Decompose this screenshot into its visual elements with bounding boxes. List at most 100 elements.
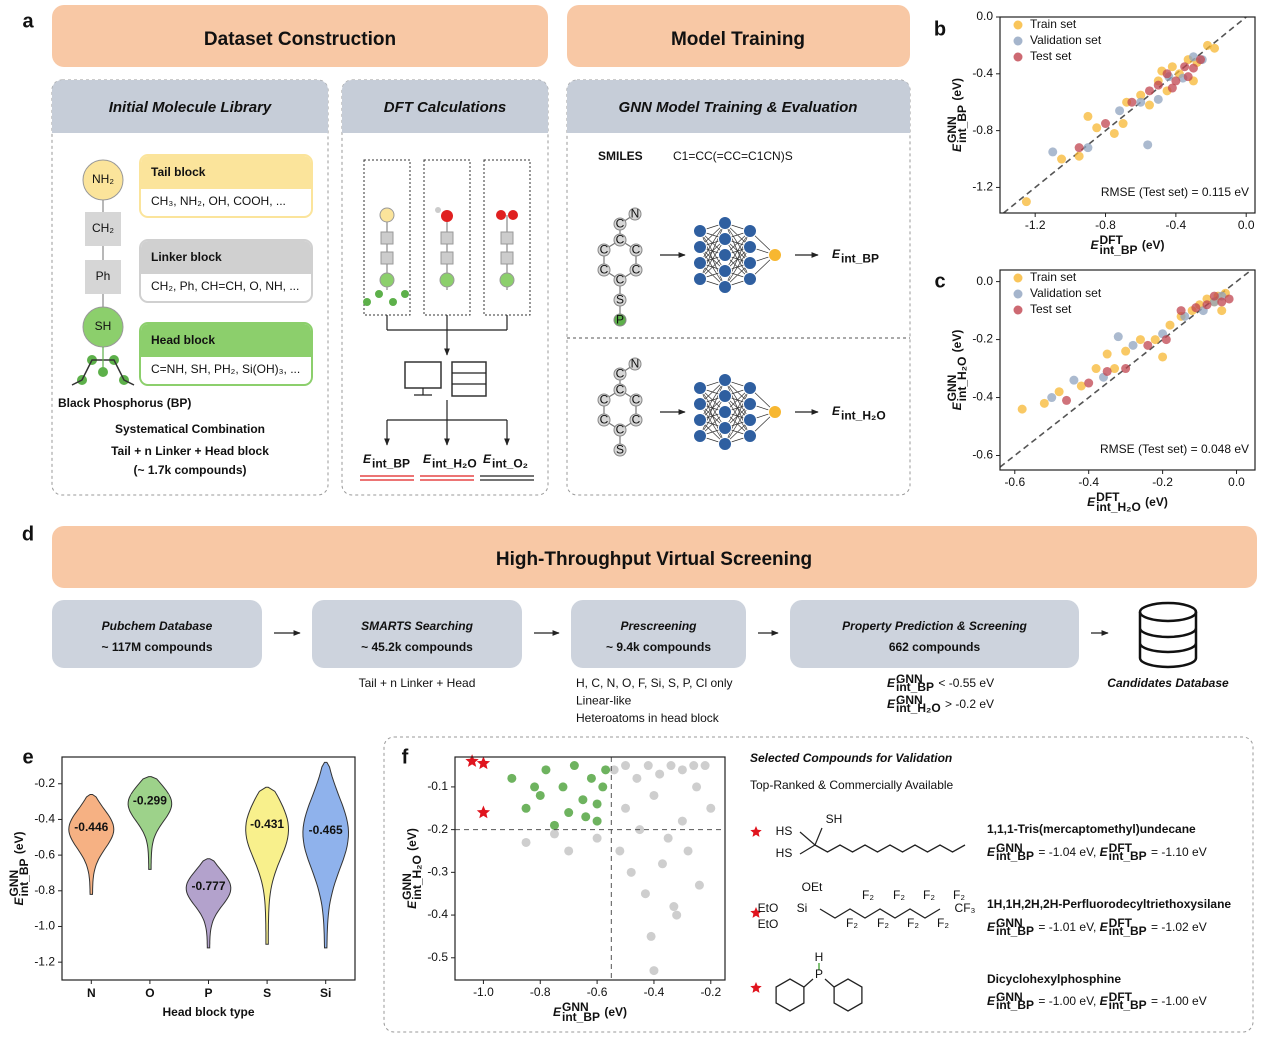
point xyxy=(564,808,574,818)
unit xyxy=(496,210,506,220)
bp-atom xyxy=(363,298,371,306)
step-count: ~ 9.4k compounds xyxy=(606,640,711,654)
compound-energy-sub: int_BP xyxy=(1109,849,1147,863)
atom-label: C xyxy=(600,393,609,407)
block-examples: CH₂, Ph, CH=CH, O, NH, ... xyxy=(151,279,299,293)
nn-node xyxy=(743,397,757,411)
point xyxy=(1195,55,1205,65)
point xyxy=(549,829,559,839)
structure-label: EtO xyxy=(758,901,779,915)
nn-edge xyxy=(699,379,726,437)
point xyxy=(609,765,619,775)
step-title: Pubchem Database xyxy=(102,619,213,633)
header: High-Throughput Virtual Screening xyxy=(496,549,812,570)
structure-label: F₂ xyxy=(937,916,949,930)
point xyxy=(1047,393,1057,403)
nn-node xyxy=(718,264,732,278)
point xyxy=(649,790,659,800)
legend-marker xyxy=(1013,20,1023,30)
y-tick-label: -1.2 xyxy=(972,180,993,194)
atom xyxy=(613,443,627,457)
connector xyxy=(824,978,835,988)
plot-frame xyxy=(999,16,1256,214)
structure-label: CF₃ xyxy=(955,901,976,915)
structure-label: F₂ xyxy=(953,888,965,902)
atom xyxy=(613,293,627,307)
chain-label: NH₂ xyxy=(92,172,114,186)
compound-energy-sup: DFT xyxy=(1109,841,1133,855)
x-tick-label: -0.2 xyxy=(1152,475,1173,489)
structure-label: SH xyxy=(826,812,843,826)
point xyxy=(1121,364,1131,374)
atom-label: P xyxy=(616,313,624,327)
nn-node xyxy=(743,256,757,270)
y-tick-label: -0.6 xyxy=(972,448,993,462)
bp-atom xyxy=(401,290,409,298)
median-label: -0.431 xyxy=(250,817,284,831)
y-tick-label: -0.2 xyxy=(34,776,55,790)
point xyxy=(521,837,531,847)
point xyxy=(1176,306,1186,316)
server xyxy=(451,361,487,397)
point xyxy=(1202,300,1212,310)
y-tick-label: -0.4 xyxy=(427,907,448,921)
point xyxy=(1091,364,1101,374)
legend-label: Test set xyxy=(1030,49,1072,63)
y-tick-label: -0.1 xyxy=(427,779,448,793)
subheader xyxy=(342,80,548,133)
legend-label: Validation set xyxy=(1030,286,1102,300)
point xyxy=(1127,97,1137,107)
point xyxy=(1109,128,1119,138)
validation-subtitle: Top-Ranked & Commercially Available xyxy=(750,778,954,792)
panel-label: b xyxy=(934,18,946,40)
legend-marker xyxy=(1013,273,1023,283)
point xyxy=(1167,62,1177,72)
atom xyxy=(597,243,611,257)
y-axis-label-sub: int_BP xyxy=(17,858,31,896)
atom-label: N xyxy=(631,357,640,371)
nn-edge xyxy=(724,403,751,445)
point xyxy=(1135,335,1145,345)
legend-label: Test set xyxy=(1030,302,1072,316)
unit xyxy=(380,251,394,265)
bond xyxy=(814,844,966,853)
y-tick-label: -0.6 xyxy=(34,847,55,861)
y-tick-label: -0.4 xyxy=(972,390,993,404)
chain-label: CH₂ xyxy=(92,221,114,235)
criterion-symbol: E xyxy=(887,697,896,711)
point xyxy=(1144,100,1154,110)
y-axis-label-sup: GNN xyxy=(945,375,959,402)
atom xyxy=(613,233,627,247)
y-axis-label-text: (eV) xyxy=(950,78,964,104)
atom-label: C xyxy=(600,243,609,257)
compound-energy-text: = -1.00 eV, xyxy=(1035,994,1100,1008)
atom-label: C xyxy=(632,243,641,257)
legend-label: Validation set xyxy=(1030,33,1102,47)
panel-box xyxy=(383,736,1254,1033)
step-box xyxy=(52,600,262,668)
connector xyxy=(799,844,816,855)
point xyxy=(549,820,559,830)
point xyxy=(581,812,591,822)
panel-box xyxy=(566,79,911,496)
point xyxy=(592,816,602,826)
structure-label: F₂ xyxy=(862,888,874,902)
x-axis-label-symbol: E xyxy=(1087,495,1096,509)
point xyxy=(1183,72,1193,82)
smiles-label: SMILES xyxy=(598,149,643,163)
compound-name: 1,1,1-Tris(mercaptomethyl)undecane xyxy=(987,822,1196,836)
nn-node xyxy=(743,381,757,395)
unit xyxy=(439,272,455,288)
atom-label: N xyxy=(631,207,640,221)
step-title: Property Prediction & Screening xyxy=(842,619,1027,633)
nn-node xyxy=(718,405,732,419)
block-examples: CH₃, NH₂, OH, COOH, ... xyxy=(151,194,286,208)
point xyxy=(1188,52,1198,62)
nn-edge xyxy=(699,222,726,280)
compound-energy-symbol: E xyxy=(987,920,996,934)
